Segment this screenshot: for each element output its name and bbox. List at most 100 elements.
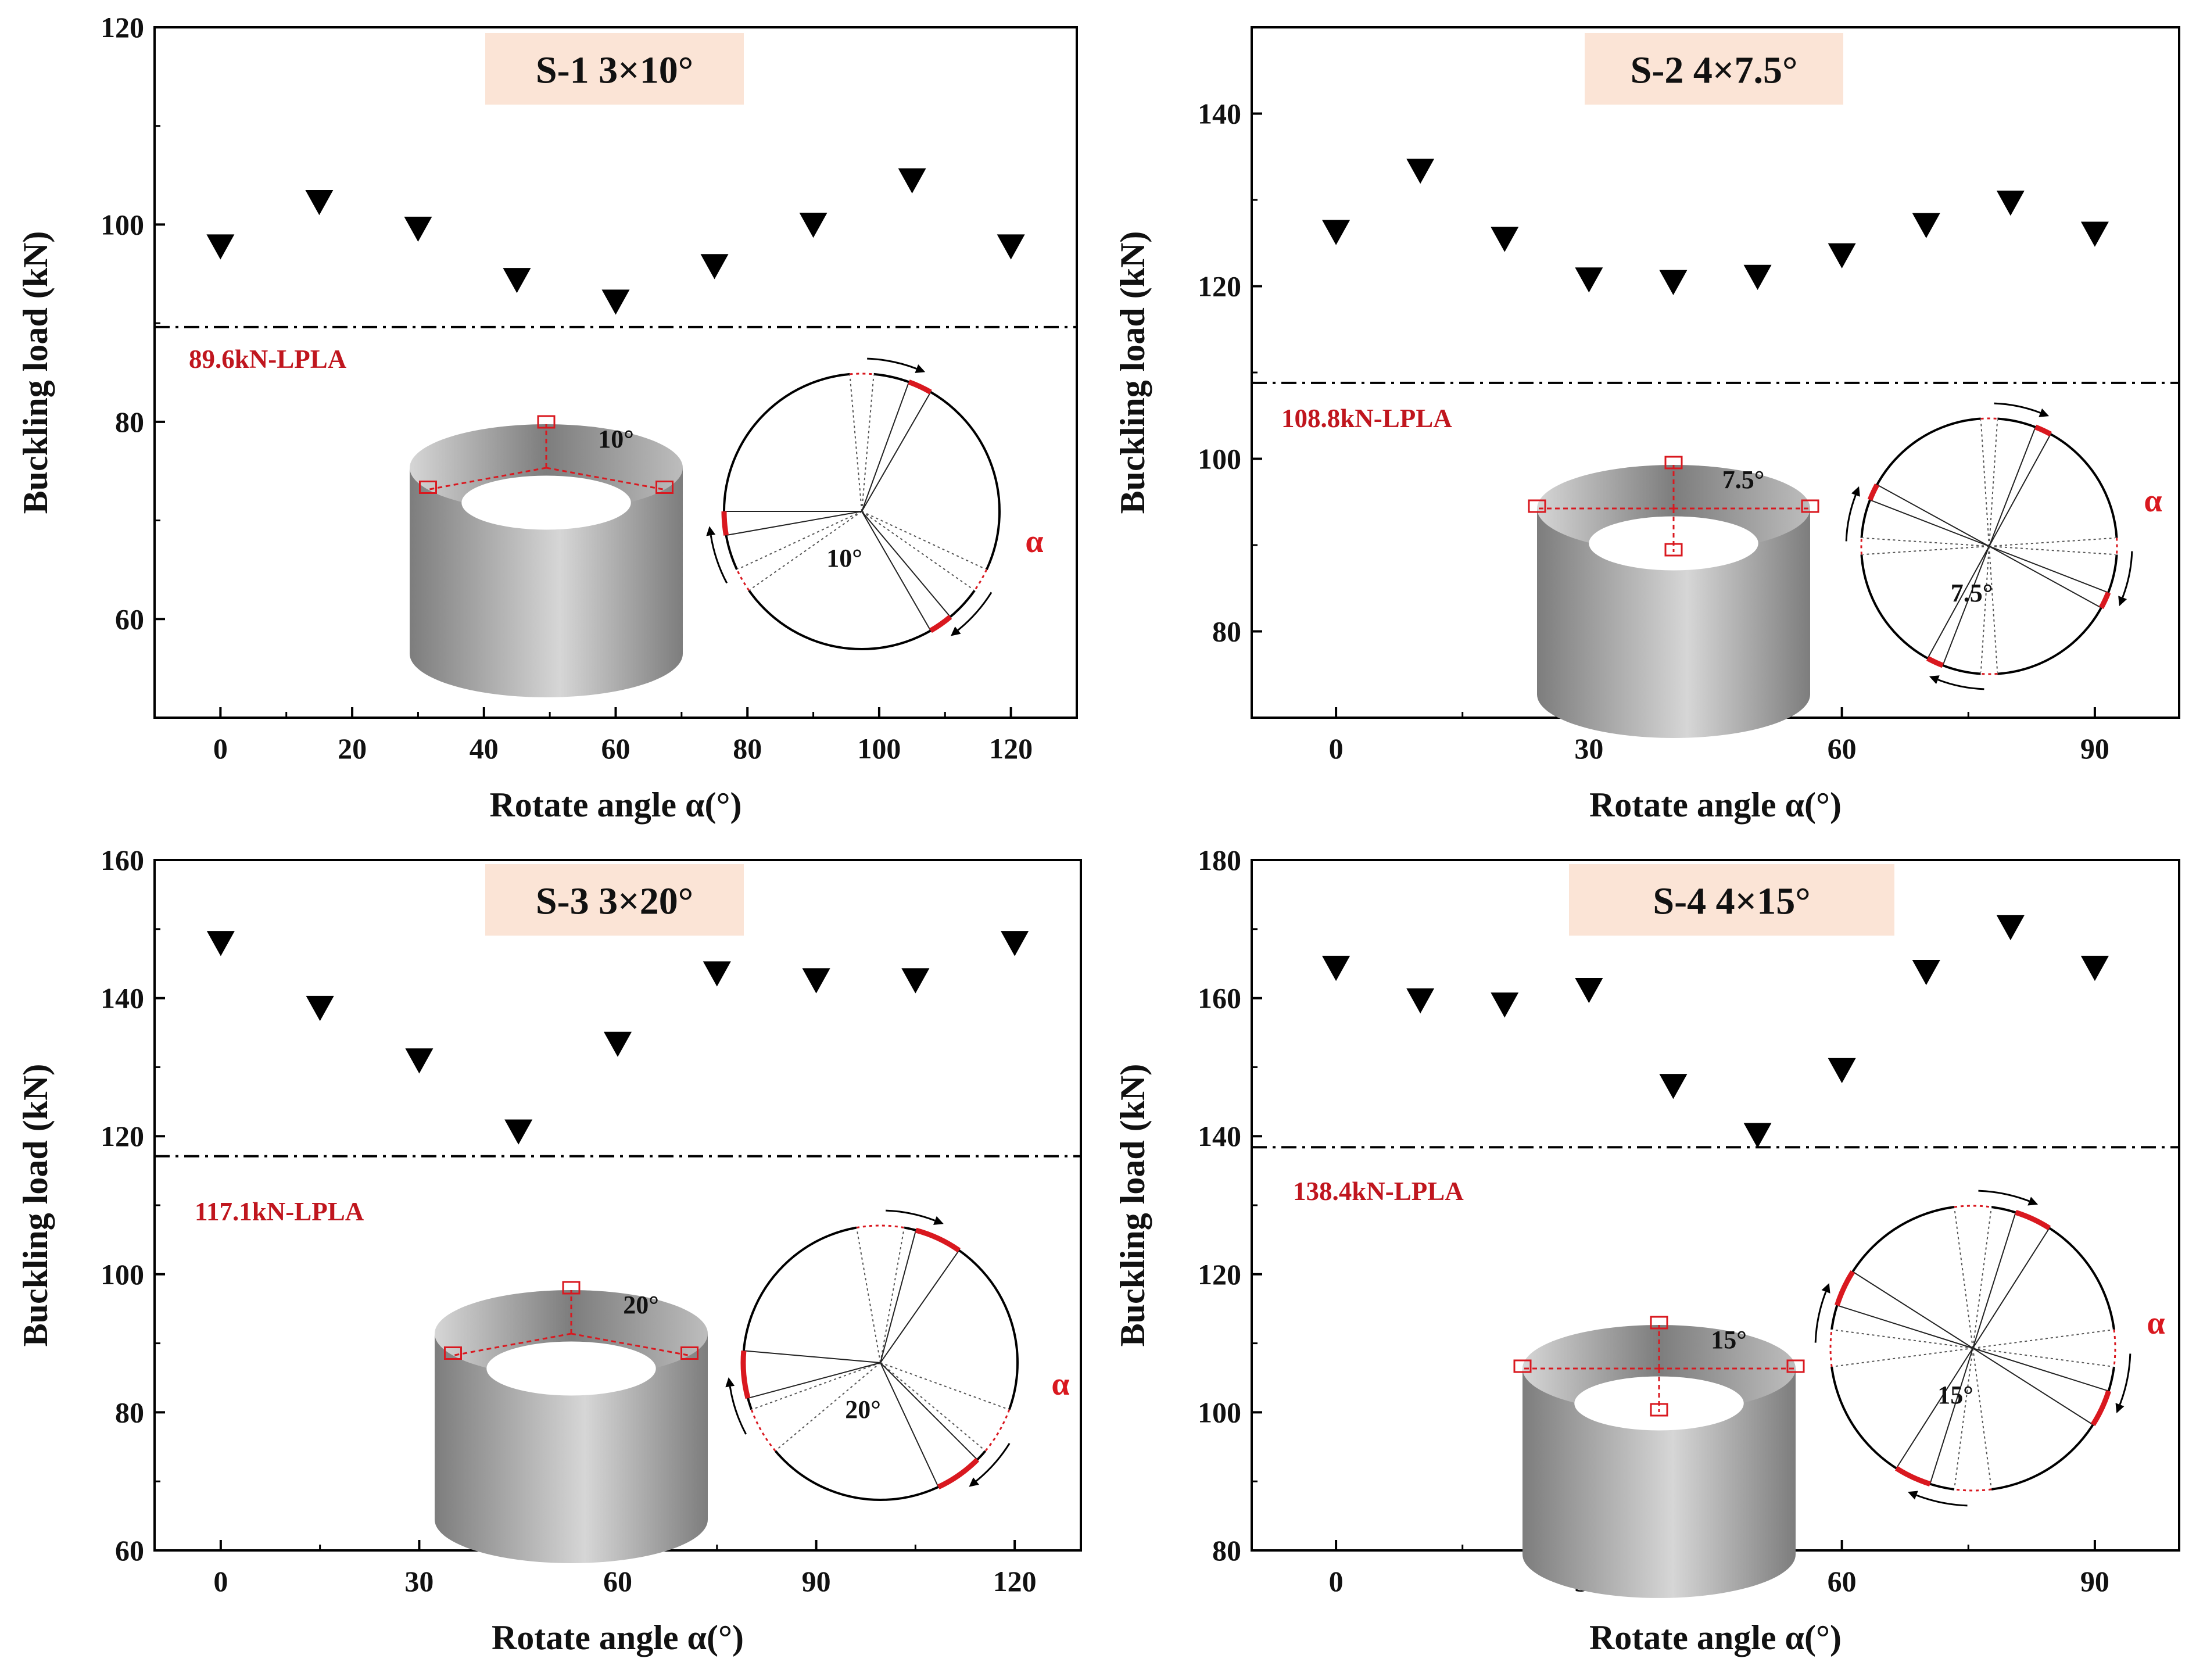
rotated-wedge-line — [880, 1362, 978, 1460]
x-tick-label: 80 — [733, 732, 762, 765]
imperfection-arc — [721, 511, 729, 536]
imperfection-line — [428, 467, 547, 490]
y-tick-label: 100 — [101, 208, 144, 241]
y-tick-label: 60 — [115, 603, 144, 635]
rotated-wedge-line — [1989, 546, 2109, 593]
rotation-arrowhead — [951, 626, 961, 636]
y-tick-label: 120 — [101, 11, 144, 44]
imperfection-line — [571, 1332, 690, 1356]
data-point — [1406, 159, 1435, 184]
rotated-wedge-line — [1972, 1348, 2094, 1425]
reference-wedge-line — [861, 511, 975, 591]
cylinder-angle-label: 15° — [1711, 1326, 1747, 1354]
rotated-wedge-line — [1927, 546, 1990, 659]
data-point — [1491, 227, 1519, 252]
y-tick-label: 60 — [115, 1534, 144, 1567]
reference-wedge-line — [1980, 546, 1990, 674]
cylinder-angle-label: 10° — [598, 425, 634, 453]
panel-title: S-2 4×7.5° — [1631, 49, 1798, 92]
data-point — [700, 254, 729, 280]
reference-wedge-line — [1989, 418, 1998, 547]
data-point — [206, 931, 235, 957]
reference-wedge-line — [880, 1227, 905, 1363]
data-point — [1912, 213, 1940, 238]
x-tick-label: 100 — [857, 732, 901, 765]
circle-angle-label: 20° — [845, 1395, 881, 1424]
data-point — [1659, 1074, 1688, 1099]
panel-title: S-4 4×15° — [1653, 880, 1810, 923]
rotated-wedge-line — [743, 1350, 881, 1363]
imperfection-patch — [1786, 1359, 1805, 1373]
reference-gap — [856, 1223, 905, 1230]
data-point — [1996, 915, 2025, 941]
y-tick-label: 120 — [101, 1120, 144, 1152]
imperfection-arc — [2034, 424, 2052, 437]
data-point — [1912, 960, 1940, 986]
x-tick-label: 30 — [1574, 732, 1603, 765]
reference-wedge-line — [1861, 546, 1990, 556]
reference-wedge-line — [1989, 546, 1998, 674]
title-box — [485, 864, 744, 936]
imperfection-line — [546, 467, 665, 490]
data-point — [1491, 992, 1519, 1018]
data-point — [2080, 221, 2109, 247]
data-point — [504, 1119, 533, 1145]
x-tick-label: 60 — [1828, 732, 1857, 765]
cylinder-angle-label: 20° — [623, 1291, 659, 1319]
rotation-arrow — [2122, 551, 2133, 598]
reference-wedge-line — [1972, 1329, 2115, 1349]
reference-position — [1954, 1205, 1992, 1208]
y-axis-title: Buckling load (kN) — [16, 231, 55, 514]
y-axis-title: Buckling load (kN) — [1113, 231, 1152, 514]
circle-angle-label: 15° — [1937, 1381, 1973, 1409]
reference-wedge-line — [1954, 1206, 1973, 1349]
inset-illustration: 15° 15° α — [1513, 1190, 2165, 1598]
imperfection-arc — [908, 379, 932, 395]
data-point — [1996, 191, 2025, 216]
cylinder-opening — [461, 475, 631, 530]
inset-illustration: 7.5° 7.5° α — [1528, 402, 2162, 738]
chart-panel-4: S-4 4×15°801001201401601800306090Rotate … — [1113, 844, 2180, 1657]
cylinder-shell — [1522, 1369, 1796, 1598]
x-tick-label: 0 — [213, 732, 228, 765]
rotation-arrow — [1845, 495, 1857, 542]
cylinder-angle-label: 7.5° — [1722, 465, 1765, 494]
imperfection-patch — [1664, 543, 1683, 557]
x-tick-label: 0 — [1329, 1565, 1344, 1597]
reference-wedge-line — [861, 374, 875, 512]
rotated-wedge-line — [861, 381, 909, 512]
reference-gap — [749, 1409, 777, 1452]
data-point — [405, 1048, 434, 1074]
data-point — [703, 961, 731, 987]
imperfection-patch — [1513, 1359, 1532, 1373]
x-tick-label: 90 — [2080, 732, 2109, 765]
reference-wedge-line — [849, 374, 862, 512]
rotation-arrowhead — [2027, 1197, 2039, 1206]
rotation-arrow — [975, 1443, 1011, 1482]
data-point — [1001, 931, 1029, 957]
data-point — [601, 289, 630, 315]
rotated-wedge-line — [880, 1250, 960, 1363]
rotation-alpha-label: α — [1025, 524, 1043, 560]
data-point — [1322, 220, 1350, 245]
rotation-arrow — [2119, 1353, 2131, 1405]
cylinder-shell — [1537, 508, 1810, 738]
imperfection-arc — [1926, 655, 1944, 668]
chart-panel-1: S-1 3×10° 60 80 100 120 0 20 40 60 80 100 120 Rotate… — [16, 11, 1078, 824]
lpla-reference-label: 117.1kN-LPLA — [195, 1197, 364, 1226]
rotated-wedge-line — [1972, 1348, 2109, 1392]
imperfection-patch — [1650, 1403, 1668, 1417]
rotated-wedge-line — [1989, 546, 2102, 608]
rotated-wedge-line — [861, 511, 951, 618]
rotated-wedge-line — [726, 511, 862, 536]
data-point — [1743, 264, 1772, 290]
lpla-reference-label: 89.6kN-LPLA — [189, 345, 347, 374]
rotation-arrow — [1978, 1190, 2030, 1202]
reference-wedge-line — [880, 1362, 1010, 1410]
data-point — [1659, 270, 1688, 295]
y-tick-label: 100 — [101, 1258, 144, 1291]
y-tick-label: 120 — [1198, 270, 1241, 303]
inset-illustration: 10° 10° α — [410, 357, 1044, 697]
rotation-arrow — [957, 592, 993, 631]
reference-position — [2113, 1329, 2116, 1367]
